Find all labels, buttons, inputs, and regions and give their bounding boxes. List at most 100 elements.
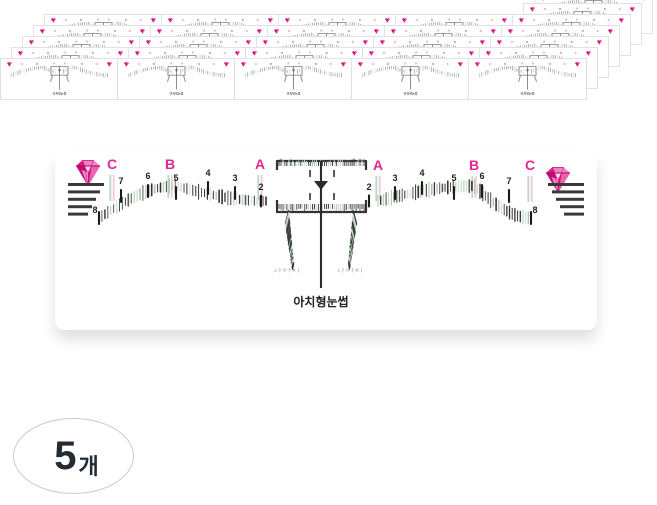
svg-text:C: C xyxy=(383,51,386,55)
svg-text:A: A xyxy=(543,40,546,44)
svg-text:C: C xyxy=(257,18,260,22)
svg-text:A: A xyxy=(255,156,265,172)
svg-text:A: A xyxy=(576,7,579,11)
svg-text:B: B xyxy=(504,62,506,66)
svg-text:A: A xyxy=(192,40,195,44)
svg-text:B: B xyxy=(231,29,233,33)
svg-text:4: 4 xyxy=(205,168,210,178)
svg-text:C: C xyxy=(491,18,494,22)
svg-text:C: C xyxy=(224,51,227,55)
svg-text:A: A xyxy=(448,18,451,22)
svg-text:C: C xyxy=(597,29,600,33)
svg-text:A: A xyxy=(75,51,78,55)
svg-text:C: C xyxy=(544,7,547,11)
svg-text:A: A xyxy=(415,62,418,66)
svg-text:A: A xyxy=(97,18,100,22)
svg-text:A: A xyxy=(576,18,579,22)
svg-text:C: C xyxy=(138,62,141,66)
svg-text:A: A xyxy=(320,29,323,33)
svg-text:C: C xyxy=(489,62,492,66)
svg-text:A: A xyxy=(86,40,89,44)
svg-text:A: A xyxy=(459,18,462,22)
svg-text:A: A xyxy=(404,62,407,66)
svg-text:C: C xyxy=(213,62,216,66)
svg-text:A: A xyxy=(448,29,451,33)
svg-text:C: C xyxy=(608,18,611,22)
svg-text:B: B xyxy=(47,51,49,55)
svg-text:C: C xyxy=(65,18,68,22)
svg-text:B: B xyxy=(348,29,350,33)
svg-text:A: A xyxy=(554,40,557,44)
svg-text:A: A xyxy=(97,29,100,33)
svg-text:B: B xyxy=(469,157,479,173)
svg-text:B: B xyxy=(443,51,445,55)
svg-text:B: B xyxy=(292,40,294,44)
svg-text:B: B xyxy=(303,29,305,33)
svg-text:C: C xyxy=(511,40,514,44)
svg-text:C: C xyxy=(372,62,375,66)
svg-text:아치형눈썹: 아치형눈썹 xyxy=(293,294,348,309)
svg-text:A: A xyxy=(342,18,345,22)
svg-text:B: B xyxy=(36,62,38,66)
svg-text:B: B xyxy=(209,51,211,55)
svg-text:B: B xyxy=(398,51,400,55)
svg-text:C: C xyxy=(447,62,450,66)
svg-text:A: A xyxy=(565,18,568,22)
svg-text:B: B xyxy=(81,62,83,66)
svg-text:A: A xyxy=(426,40,429,44)
svg-text:C: C xyxy=(32,51,35,55)
svg-text:7: 7 xyxy=(118,176,123,186)
svg-text:B: B xyxy=(526,40,528,44)
svg-text:2: 2 xyxy=(366,182,371,192)
svg-text:A: A xyxy=(53,62,56,66)
svg-text:A: A xyxy=(192,51,195,55)
svg-text:아치형눈썹: 아치형눈썹 xyxy=(404,92,418,96)
svg-text:A: A xyxy=(214,29,217,33)
svg-text:B: B xyxy=(593,18,595,22)
svg-text:B: B xyxy=(314,18,316,22)
svg-text:A: A xyxy=(86,29,89,33)
svg-text:B: B xyxy=(69,29,71,33)
svg-text:A: A xyxy=(543,51,546,55)
svg-text:A: A xyxy=(64,51,67,55)
svg-text:A: A xyxy=(309,40,312,44)
svg-text:A: A xyxy=(214,18,217,22)
svg-text:B: B xyxy=(604,7,606,11)
svg-text:아치형눈썹: 아치형눈썹 xyxy=(287,92,301,96)
svg-text:B: B xyxy=(80,18,82,22)
svg-text:아치형눈썹: 아치형눈썹 xyxy=(521,92,535,96)
svg-text:C: C xyxy=(160,40,163,44)
svg-text:C: C xyxy=(500,51,503,55)
svg-text:5: 5 xyxy=(173,173,178,183)
svg-text:2: 2 xyxy=(258,182,263,192)
svg-text:B: B xyxy=(281,51,283,55)
svg-text:C: C xyxy=(171,29,174,33)
svg-text:C: C xyxy=(564,62,567,66)
svg-text:A: A xyxy=(331,29,334,33)
svg-text:6: 6 xyxy=(145,171,150,181)
svg-text:B: B xyxy=(387,62,389,66)
svg-text:B: B xyxy=(359,18,361,22)
svg-text:B: B xyxy=(92,51,94,55)
svg-text:A: A xyxy=(203,29,206,33)
svg-text:A: A xyxy=(532,62,535,66)
svg-text:B: B xyxy=(103,40,105,44)
svg-text:A: A xyxy=(373,157,383,173)
svg-text:A: A xyxy=(415,51,418,55)
svg-text:A: A xyxy=(298,62,301,66)
svg-text:C: C xyxy=(149,51,152,55)
svg-text:B: B xyxy=(242,18,244,22)
svg-text:C: C xyxy=(96,62,99,66)
svg-text:C: C xyxy=(363,29,366,33)
svg-text:B: B xyxy=(431,18,433,22)
svg-text:A: A xyxy=(587,7,590,11)
svg-text:8: 8 xyxy=(532,205,537,215)
svg-text:C: C xyxy=(394,40,397,44)
svg-text:C: C xyxy=(54,29,57,33)
svg-text:A: A xyxy=(287,62,290,66)
svg-text:B: B xyxy=(58,40,60,44)
svg-text:C: C xyxy=(405,29,408,33)
svg-text:A: A xyxy=(320,40,323,44)
svg-text:C: C xyxy=(246,29,249,33)
svg-text:B: B xyxy=(476,18,478,22)
